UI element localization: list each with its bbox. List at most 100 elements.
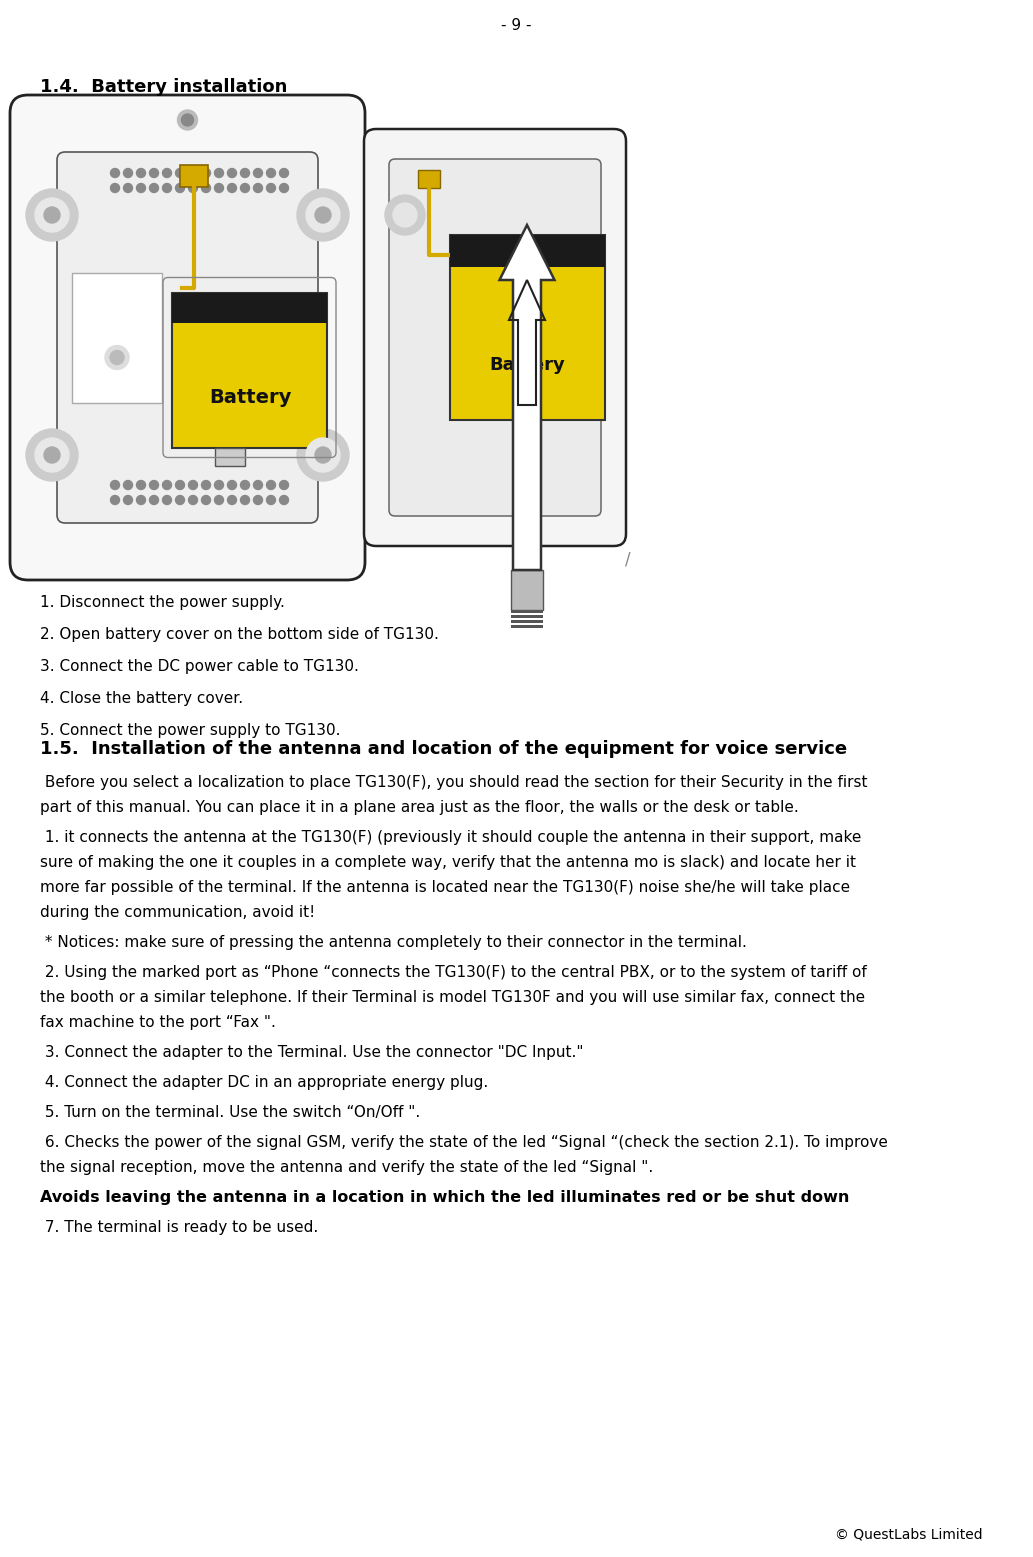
Polygon shape xyxy=(500,226,555,570)
Text: 3. Connect the DC power cable to TG130.: 3. Connect the DC power cable to TG130. xyxy=(40,659,358,674)
Text: 4. Close the battery cover.: 4. Close the battery cover. xyxy=(40,691,243,705)
Circle shape xyxy=(150,184,158,193)
Circle shape xyxy=(162,481,171,489)
Circle shape xyxy=(298,188,349,241)
Circle shape xyxy=(188,481,197,489)
Circle shape xyxy=(267,184,276,193)
Circle shape xyxy=(124,481,132,489)
Circle shape xyxy=(124,495,132,504)
Text: the signal reception, move the antenna and verify the state of the led “Signal ": the signal reception, move the antenna a… xyxy=(40,1160,653,1176)
Text: * Notices: make sure of pressing the antenna completely to their connector in th: * Notices: make sure of pressing the ant… xyxy=(40,936,747,950)
Circle shape xyxy=(150,168,158,177)
Circle shape xyxy=(306,438,340,472)
Circle shape xyxy=(162,495,171,504)
Bar xyxy=(418,170,440,188)
Text: 3. Connect the adapter to the Terminal. Use the connector "DC Input.": 3. Connect the adapter to the Terminal. … xyxy=(40,1045,584,1060)
Text: /: / xyxy=(625,550,630,568)
Text: 1.4.  Battery installation: 1.4. Battery installation xyxy=(40,78,287,97)
Circle shape xyxy=(109,350,124,364)
Circle shape xyxy=(176,184,185,193)
Circle shape xyxy=(162,184,171,193)
Circle shape xyxy=(298,430,349,481)
Text: 2. Open battery cover on the bottom side of TG130.: 2. Open battery cover on the bottom side… xyxy=(40,627,439,641)
Circle shape xyxy=(280,481,288,489)
Circle shape xyxy=(150,495,158,504)
Text: - 9 -: - 9 - xyxy=(501,19,532,33)
Circle shape xyxy=(215,184,223,193)
Bar xyxy=(180,165,208,187)
Circle shape xyxy=(253,481,262,489)
Circle shape xyxy=(267,495,276,504)
Bar xyxy=(511,620,543,623)
Circle shape xyxy=(111,481,120,489)
Circle shape xyxy=(241,184,250,193)
Circle shape xyxy=(136,481,146,489)
Text: part of this manual. You can place it in a plane area just as the floor, the wal: part of this manual. You can place it in… xyxy=(40,800,799,814)
Circle shape xyxy=(150,481,158,489)
Circle shape xyxy=(44,207,60,223)
Circle shape xyxy=(315,447,331,462)
Circle shape xyxy=(124,168,132,177)
Text: Battery: Battery xyxy=(209,388,291,406)
Circle shape xyxy=(201,481,211,489)
Text: 1. it connects the antenna at the TG130(F) (previously it should couple the ante: 1. it connects the antenna at the TG130(… xyxy=(40,830,862,845)
FancyBboxPatch shape xyxy=(57,153,318,523)
Circle shape xyxy=(188,168,197,177)
Bar xyxy=(511,615,543,618)
Circle shape xyxy=(176,481,185,489)
FancyBboxPatch shape xyxy=(364,129,626,547)
Text: 5. Connect the power supply to TG130.: 5. Connect the power supply to TG130. xyxy=(40,722,341,738)
Circle shape xyxy=(44,447,60,462)
Circle shape xyxy=(111,168,120,177)
Circle shape xyxy=(136,184,146,193)
Circle shape xyxy=(227,495,237,504)
Circle shape xyxy=(393,202,417,227)
Circle shape xyxy=(306,198,340,232)
Text: 1.5.  Installation of the antenna and location of the equipment for voice servic: 1.5. Installation of the antenna and loc… xyxy=(40,740,847,758)
Circle shape xyxy=(136,495,146,504)
Bar xyxy=(173,293,327,447)
Circle shape xyxy=(182,114,193,126)
Circle shape xyxy=(162,168,171,177)
Bar xyxy=(511,570,543,610)
Circle shape xyxy=(227,168,237,177)
Circle shape xyxy=(227,481,237,489)
Circle shape xyxy=(280,184,288,193)
Circle shape xyxy=(267,481,276,489)
Circle shape xyxy=(215,495,223,504)
Bar xyxy=(72,272,162,403)
Circle shape xyxy=(280,495,288,504)
Text: fax machine to the port “Fax ".: fax machine to the port “Fax ". xyxy=(40,1015,276,1031)
Circle shape xyxy=(241,481,250,489)
Text: sure of making the one it couples in a complete way, verify that the antenna mo : sure of making the one it couples in a c… xyxy=(40,855,856,870)
Circle shape xyxy=(35,198,69,232)
Circle shape xyxy=(124,184,132,193)
Bar xyxy=(450,235,605,420)
Circle shape xyxy=(178,111,197,129)
Text: 6. Checks the power of the signal GSM, verify the state of the led “Signal “(che: 6. Checks the power of the signal GSM, v… xyxy=(40,1135,888,1151)
Circle shape xyxy=(253,495,262,504)
Text: © QuestLabs Limited: © QuestLabs Limited xyxy=(836,1527,983,1541)
Circle shape xyxy=(201,168,211,177)
Circle shape xyxy=(188,184,197,193)
Circle shape xyxy=(215,168,223,177)
Circle shape xyxy=(201,184,211,193)
Bar xyxy=(215,447,245,466)
Circle shape xyxy=(267,168,276,177)
Text: 4. Connect the adapter DC in an appropriate energy plug.: 4. Connect the adapter DC in an appropri… xyxy=(40,1074,489,1090)
Circle shape xyxy=(111,184,120,193)
Circle shape xyxy=(176,168,185,177)
Circle shape xyxy=(280,168,288,177)
Text: during the communication, avoid it!: during the communication, avoid it! xyxy=(40,905,315,920)
FancyBboxPatch shape xyxy=(10,95,365,581)
Circle shape xyxy=(26,188,79,241)
Circle shape xyxy=(26,430,79,481)
Bar xyxy=(511,610,543,613)
Circle shape xyxy=(241,495,250,504)
Bar xyxy=(511,624,543,627)
FancyBboxPatch shape xyxy=(389,159,601,515)
Bar xyxy=(450,235,605,266)
Text: 1. Disconnect the power supply.: 1. Disconnect the power supply. xyxy=(40,595,285,610)
Circle shape xyxy=(253,168,262,177)
Circle shape xyxy=(188,495,197,504)
